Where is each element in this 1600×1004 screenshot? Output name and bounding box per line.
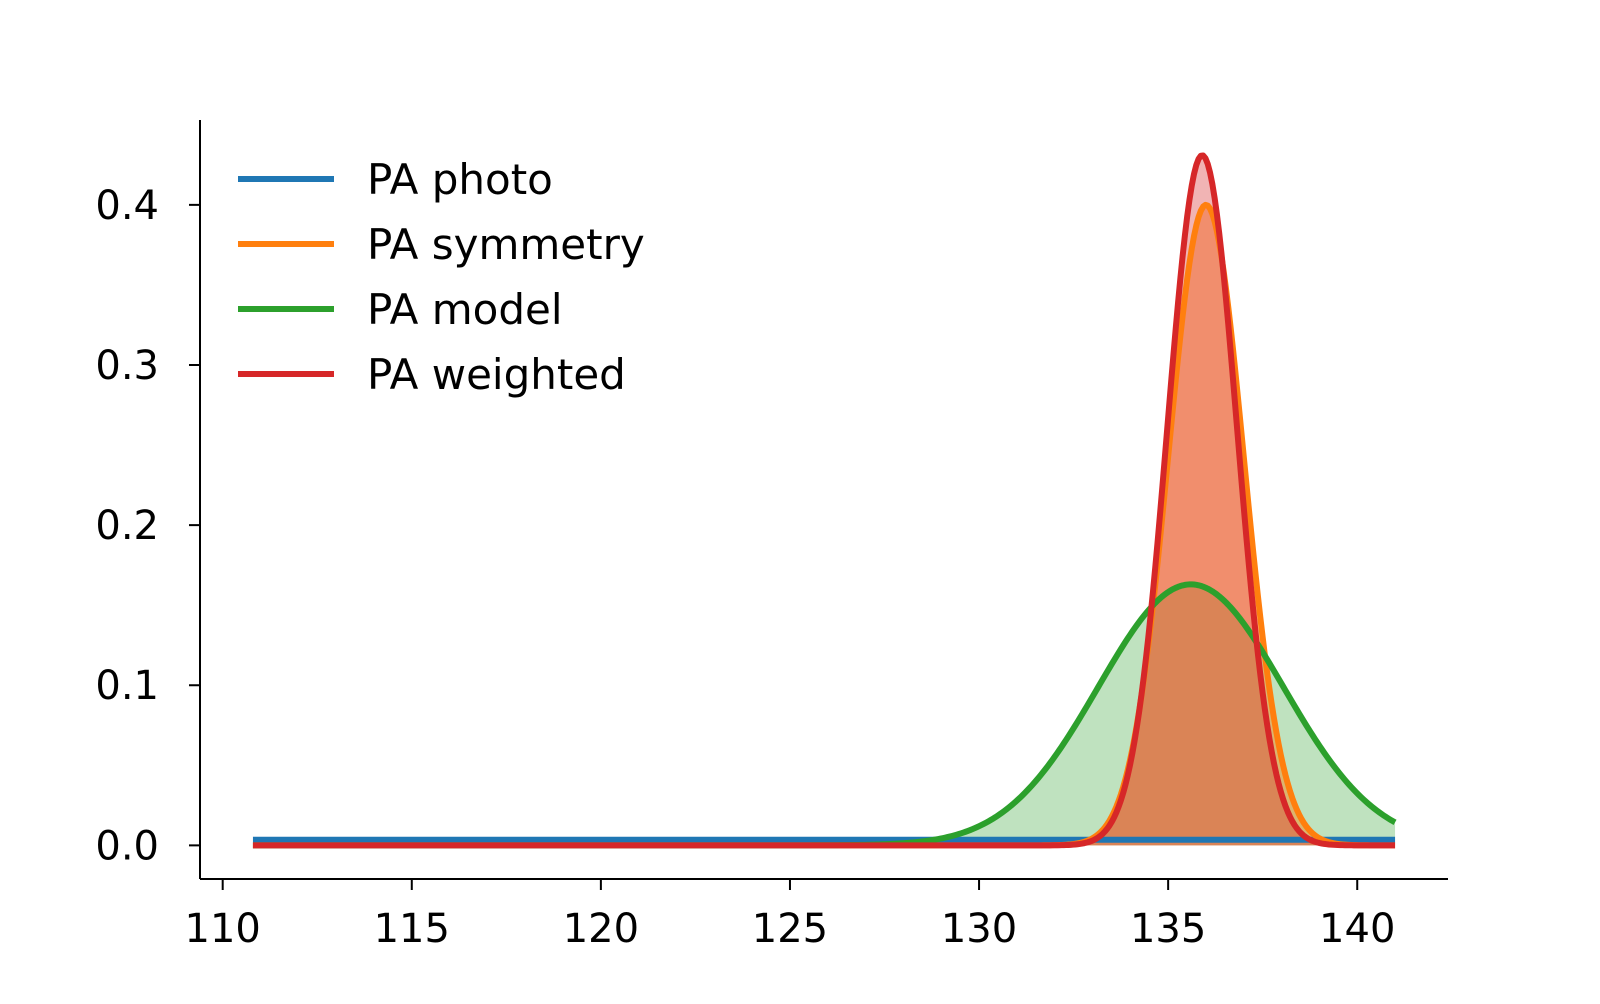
legend-label-pa-weighted: PA weighted	[367, 350, 626, 399]
legend-label-pa-symmetry: PA symmetry	[367, 220, 645, 269]
x-tick-label-115: 115	[374, 906, 450, 952]
x-tick-label-125: 125	[752, 906, 828, 952]
series-line-pa-weighted	[252, 152, 1396, 849]
y-tick-label-0.4: 0.4	[95, 183, 159, 229]
legend-label-pa-model: PA model	[367, 285, 563, 334]
series-lines	[252, 152, 1397, 849]
x-tick-label-120: 120	[563, 906, 639, 952]
axes: 110 115 120 125 130 135 140 0.0 0.1 0.2 0.3 0.4	[95, 120, 1448, 952]
y-tick-label-0.1: 0.1	[95, 663, 159, 709]
area-fill-pa-model	[252, 584, 1396, 846]
legend-label-pa-photo: PA photo	[367, 155, 553, 204]
x-tick-label-110: 110	[185, 906, 261, 952]
y-tick-label-0: 0.0	[95, 823, 159, 869]
x-tick-label-140: 140	[1319, 906, 1395, 952]
y-tick-label-0.2: 0.2	[95, 503, 159, 549]
legend: PA photo PA symmetry PA model PA weighted	[238, 155, 645, 399]
y-tick-label-0.3: 0.3	[95, 343, 159, 389]
x-tick-label-130: 130	[941, 906, 1017, 952]
x-tick-label-135: 135	[1130, 906, 1206, 952]
